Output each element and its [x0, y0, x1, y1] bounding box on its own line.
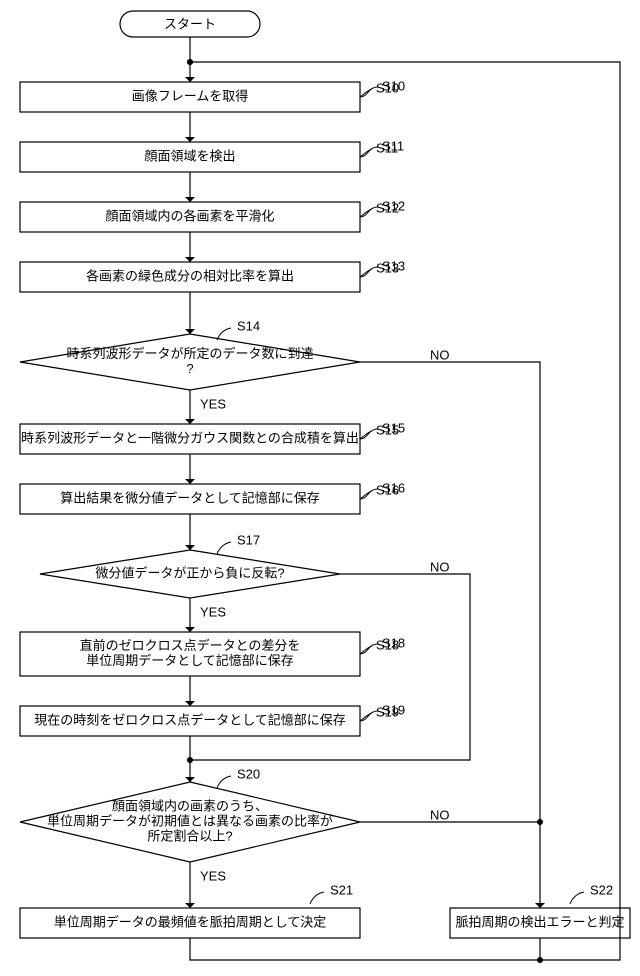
svg-text:S11: S11 [382, 138, 404, 153]
svg-text:顔面領域内の各画素を平滑化: 顔面領域内の各画素を平滑化 [105, 208, 274, 223]
svg-text:S13: S13 [382, 258, 405, 273]
step-S14: 時系列波形データが所定のデータ数に到達? S14 YES NO [20, 318, 450, 411]
svg-text:スタート: スタート [164, 16, 216, 31]
svg-text:NO: NO [430, 559, 450, 574]
svg-text:画像フレームを取得: 画像フレームを取得 [132, 88, 249, 103]
svg-text:YES: YES [200, 396, 226, 411]
svg-text:時系列波形データが所定のデータ数に到達: 時系列波形データが所定のデータ数に到達 [66, 346, 313, 361]
svg-text:単位周期データが初期値とは異なる画素の比率が: 単位周期データが初期値とは異なる画素の比率が [47, 813, 333, 828]
svg-text:S20: S20 [237, 766, 260, 781]
step-S10: 画像フレームを取得S10 [20, 80, 399, 112]
svg-text:S19: S19 [382, 702, 405, 717]
svg-text:現在の時刻をゼロクロス点データとして記憶部に保存: 現在の時刻をゼロクロス点データとして記憶部に保存 [34, 712, 346, 727]
svg-text:S10: S10 [382, 78, 405, 93]
svg-text:YES: YES [200, 868, 226, 883]
step-S16: 算出結果を微分値データとして記憶部に保存S16 [20, 482, 399, 514]
svg-text:S14: S14 [237, 318, 260, 333]
svg-text:直前のゼロクロス点データとの差分を: 直前のゼロクロス点データとの差分を [80, 638, 301, 653]
svg-text:S16: S16 [382, 480, 405, 495]
step-S11: 顔面領域を検出S11 [20, 140, 398, 172]
svg-text:脈拍周期の検出エラーと判定: 脈拍周期の検出エラーと判定 [455, 914, 624, 929]
svg-text:S18: S18 [382, 635, 405, 650]
svg-text:?: ? [186, 361, 193, 376]
svg-text:S12: S12 [382, 198, 405, 213]
svg-text:各画素の緑色成分の相対比率を算出: 各画素の緑色成分の相対比率を算出 [86, 268, 294, 283]
svg-text:S21: S21 [330, 882, 353, 897]
step-S13: 各画素の緑色成分の相対比率を算出S13 [20, 260, 399, 292]
svg-text:単位周期データとして記憶部に保存: 単位周期データとして記憶部に保存 [86, 653, 294, 668]
step-S17: 微分値データが正から負に反転? S17 YES NO [40, 532, 450, 619]
svg-text:NO: NO [430, 347, 450, 362]
svg-text:算出結果を微分値データとして記憶部に保存: 算出結果を微分値データとして記憶部に保存 [60, 490, 320, 505]
step-S20: 顔面領域内の画素のうち、単位周期データが初期値とは異なる画素の比率が所定割合以上… [20, 766, 450, 883]
svg-text:微分値データが正から負に反転?: 微分値データが正から負に反転? [95, 565, 284, 580]
step-S19: 現在の時刻をゼロクロス点データとして記憶部に保存S19 [20, 704, 399, 736]
svg-text:YES: YES [200, 604, 226, 619]
svg-text:単位周期データの最頻値を脈拍周期として決定: 単位周期データの最頻値を脈拍周期として決定 [54, 914, 327, 929]
svg-text:所定割合以上?: 所定割合以上? [147, 828, 232, 843]
svg-text:S17: S17 [237, 532, 260, 547]
step-S18: 直前のゼロクロス点データとの差分を単位周期データとして記憶部に保存S18 [20, 632, 399, 676]
svg-text:顔面領域内の画素のうち、: 顔面領域内の画素のうち、 [112, 798, 268, 813]
svg-text:S22: S22 [590, 882, 613, 897]
svg-text:時系列波形データと一階微分ガウス関数との合成積を算出: 時系列波形データと一階微分ガウス関数との合成積を算出 [21, 430, 359, 445]
step-S15: 時系列波形データと一階微分ガウス関数との合成積を算出S15 [20, 422, 399, 454]
svg-text:NO: NO [430, 807, 450, 822]
svg-text:顔面領域を検出: 顔面領域を検出 [144, 148, 235, 163]
svg-text:S15: S15 [382, 420, 405, 435]
step-S12: 顔面領域内の各画素を平滑化S12 [20, 200, 399, 232]
